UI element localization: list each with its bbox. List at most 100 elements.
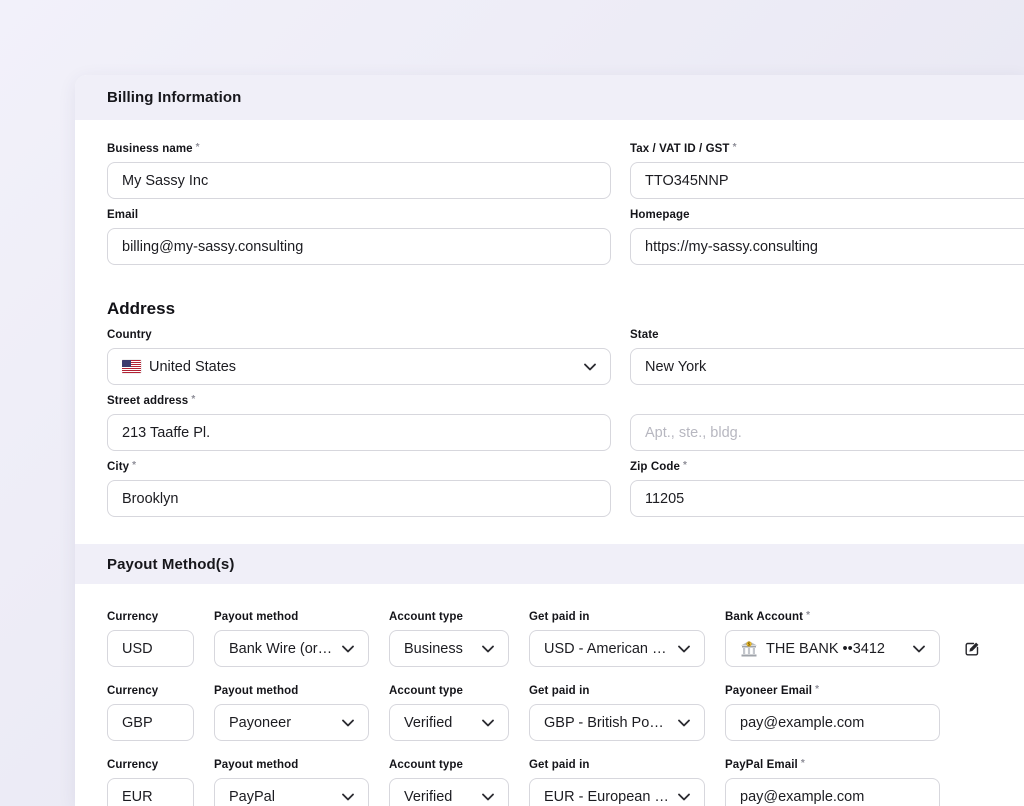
- payout-method-label: Payout method: [214, 611, 299, 623]
- country-value: United States: [149, 358, 237, 375]
- required-asterisk: *: [191, 393, 196, 405]
- payout-method-field-block: Payout method Payoneer: [214, 684, 369, 741]
- homepage-input[interactable]: [630, 228, 1024, 265]
- payout-row-gbp: Currency Payout method Payoneer Account …: [107, 684, 1024, 741]
- email-label: Email: [107, 209, 139, 221]
- business-name-field-block: Business name *: [107, 142, 611, 199]
- tax-id-label: Tax / VAT ID / GST *: [630, 141, 737, 156]
- currency-label: Currency: [107, 611, 159, 623]
- edit-pencil-square-icon[interactable]: [960, 636, 984, 660]
- payout-method-select[interactable]: Payoneer: [214, 704, 369, 741]
- email-field-block: Email: [107, 208, 611, 265]
- account-type-field-block: Account type Verified: [389, 758, 509, 806]
- chevron-down-icon: [678, 719, 690, 727]
- us-flag-icon: [122, 360, 141, 373]
- bank-account-edit-cell: [960, 610, 988, 667]
- city-input[interactable]: [107, 480, 611, 517]
- payout-method-field-block: Payout method Bank Wire (or W…: [214, 610, 369, 667]
- street-address-field-block: Street address *: [107, 394, 611, 451]
- payout-method-field-block: Payout method PayPal: [214, 758, 369, 806]
- payout-method-select[interactable]: PayPal: [214, 778, 369, 806]
- required-asterisk: *: [806, 609, 811, 621]
- billing-information-header: Billing Information: [75, 75, 1024, 120]
- get-paid-in-select[interactable]: GBP - British Poun…: [529, 704, 705, 741]
- required-asterisk: *: [683, 459, 687, 471]
- tax-id-input[interactable]: [630, 162, 1024, 199]
- chevron-down-icon: [678, 793, 690, 801]
- email-input[interactable]: [107, 228, 611, 265]
- get-paid-in-label: Get paid in: [529, 685, 590, 697]
- state-field-block: State: [630, 328, 1024, 385]
- tax-id-field-block: Tax / VAT ID / GST *: [630, 142, 1024, 199]
- payout-row-eur: Currency Payout method PayPal Account ty…: [107, 758, 1024, 806]
- chevron-down-icon: [913, 645, 925, 653]
- payout-methods-title: Payout Method(s): [107, 555, 235, 573]
- business-name-label: Business name *: [107, 141, 200, 156]
- currency-input[interactable]: [107, 778, 194, 806]
- address-section-title: Address: [107, 299, 176, 318]
- required-asterisk: *: [815, 683, 820, 695]
- chevron-down-icon: [482, 719, 494, 727]
- chevron-down-icon: [342, 645, 354, 653]
- bank-account-label: Bank Account *: [725, 609, 811, 624]
- apt-suite-input[interactable]: [630, 414, 1024, 451]
- account-type-select[interactable]: Verified: [389, 704, 509, 741]
- state-label: State: [630, 329, 659, 341]
- bank-building-icon: [740, 640, 758, 657]
- street-address-label: Street address *: [107, 393, 196, 408]
- city-field-block: City *: [107, 460, 611, 517]
- chevron-down-icon: [482, 793, 494, 801]
- account-type-select[interactable]: Business: [389, 630, 509, 667]
- currency-input[interactable]: [107, 704, 194, 741]
- zip-code-label: Zip Code *: [630, 459, 687, 474]
- homepage-label: Homepage: [630, 209, 690, 221]
- payoneer-email-input[interactable]: [725, 704, 940, 741]
- country-select[interactable]: United States: [107, 348, 611, 385]
- payout-method-label: Payout method: [214, 759, 299, 771]
- business-name-input[interactable]: [107, 162, 611, 199]
- bank-account-value: THE BANK ••3412: [766, 640, 885, 657]
- currency-field-block: Currency: [107, 684, 194, 741]
- paypal-email-input[interactable]: [725, 778, 940, 806]
- account-type-select[interactable]: Verified: [389, 778, 509, 806]
- street-address-input[interactable]: [107, 414, 611, 451]
- get-paid-in-select[interactable]: USD - American D…: [529, 630, 705, 667]
- currency-label: Currency: [107, 685, 159, 697]
- required-asterisk: *: [800, 757, 805, 769]
- required-asterisk: *: [195, 141, 200, 153]
- paypal-email-label: PayPal Email *: [725, 757, 805, 772]
- paypal-email-field-block: PayPal Email *: [725, 758, 940, 806]
- billing-settings-card: Billing Information Business name* Tax /…: [75, 75, 1024, 806]
- bank-account-field-block: Bank Account * THE BANK ••3412: [725, 610, 940, 667]
- currency-field-block: Currency: [107, 758, 194, 806]
- get-paid-in-field-block: Get paid in GBP - British Poun…: [529, 684, 705, 741]
- currency-field-block: Currency: [107, 610, 194, 667]
- payout-method-select[interactable]: Bank Wire (or W…: [214, 630, 369, 667]
- chevron-down-icon: [584, 363, 596, 371]
- zip-field-block: Zip Code *: [630, 460, 1024, 517]
- account-type-field-block: Account type Verified: [389, 684, 509, 741]
- currency-input[interactable]: [107, 630, 194, 667]
- get-paid-in-label: Get paid in: [529, 611, 590, 623]
- currency-label: Currency: [107, 759, 159, 771]
- country-label: Country: [107, 329, 152, 341]
- get-paid-in-select[interactable]: EUR - European C…: [529, 778, 705, 806]
- chevron-down-icon: [342, 719, 354, 727]
- account-type-field-block: Account type Business: [389, 610, 509, 667]
- payoneer-email-field-block: Payoneer Email *: [725, 684, 940, 741]
- zip-code-input[interactable]: [630, 480, 1024, 517]
- bank-account-select[interactable]: THE BANK ••3412: [725, 630, 940, 667]
- country-field-block: Country United States: [107, 328, 611, 385]
- chevron-down-icon: [678, 645, 690, 653]
- account-type-label: Account type: [389, 759, 464, 771]
- payoneer-email-label: Payoneer Email *: [725, 683, 820, 698]
- required-asterisk: *: [732, 141, 737, 153]
- payout-methods-header: Payout Method(s): [75, 544, 1024, 584]
- payout-method-label: Payout method: [214, 685, 299, 697]
- chevron-down-icon: [342, 793, 354, 801]
- get-paid-in-label: Get paid in: [529, 759, 590, 771]
- state-input[interactable]: [630, 348, 1024, 385]
- city-label: City *: [107, 459, 137, 474]
- account-type-label: Account type: [389, 611, 464, 623]
- account-type-label: Account type: [389, 685, 464, 697]
